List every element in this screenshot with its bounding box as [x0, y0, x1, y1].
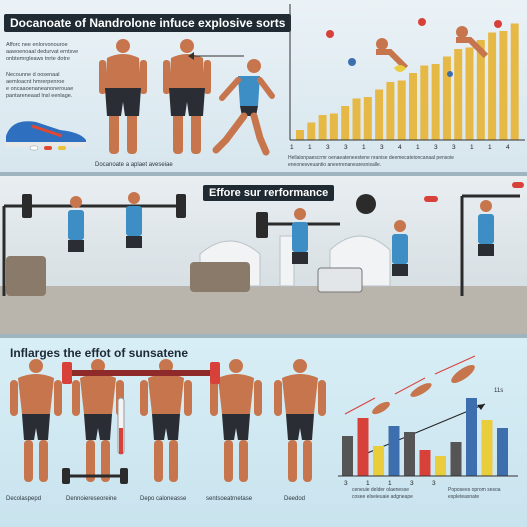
bar: [296, 130, 304, 140]
bar: [510, 23, 519, 140]
x-tick-label: 1: [366, 480, 370, 487]
bar: [342, 436, 353, 476]
muscular-figure: [140, 359, 192, 482]
panel1-caption: Docanoate a aplaet aveseiae: [95, 162, 173, 168]
x-tick-label: 3: [452, 144, 456, 151]
figure-label: Depo caloneasse: [140, 496, 187, 502]
bar: [476, 40, 485, 140]
figure-label: Decolaspepd: [6, 496, 42, 502]
bar: [420, 65, 429, 140]
figure-label: Deedod: [284, 496, 306, 502]
bar: [499, 31, 508, 140]
bar: [409, 73, 417, 140]
muscular-figure: [72, 359, 124, 482]
bar: [352, 98, 361, 140]
flying-figures-arrows: [344, 355, 486, 455]
x-tick-label: 3: [344, 480, 348, 487]
x-tick-label: 3: [432, 480, 436, 487]
x-tick-label: 1: [308, 144, 312, 151]
muscular-figure: [10, 359, 62, 482]
bar: [357, 418, 369, 476]
muscular-figure: [210, 359, 262, 482]
bar: [488, 32, 497, 140]
x-tick-label: 3: [410, 480, 414, 487]
bar: [386, 82, 395, 140]
x-tick-label: 1: [470, 144, 474, 151]
bar: [404, 432, 415, 476]
bar: [435, 456, 446, 476]
bar: [375, 89, 384, 140]
x-tick-label: 1: [416, 144, 420, 151]
muscular-figure: [274, 359, 326, 482]
bar: [419, 450, 431, 476]
arrow-left-icon: [188, 52, 244, 60]
muscular-figures-row: [10, 359, 326, 484]
x-tick-label: 1: [362, 144, 366, 151]
bar: [454, 49, 463, 140]
bar: [431, 64, 440, 140]
comparison-bar-chart: [338, 398, 518, 477]
panel2-title: Effore sur rerformance: [203, 185, 335, 201]
figure-label: sentsoeatrnetase: [206, 496, 253, 502]
bar: [329, 113, 338, 140]
figure-label: Dennoiereseoreine: [66, 496, 117, 502]
panel1-text-b: Necounne d oosenaal aemloacnt hmrerpenro…: [6, 72, 74, 99]
panel3-side-label: 11s: [494, 388, 504, 394]
bar: [442, 56, 451, 140]
x-tick-label: 3: [380, 144, 384, 151]
bar: [397, 80, 406, 140]
bar: [318, 115, 327, 140]
x-tick-label: 3: [434, 144, 438, 151]
bar: [388, 426, 400, 476]
bar: [466, 398, 477, 476]
gym-city-scene: [0, 182, 527, 334]
panel-synthesis: Inflarges the effot of sunsatene Decolas…: [0, 338, 527, 527]
panel3-chart-caption-right: Poposees oprom sesoa espleteasnate: [448, 487, 501, 500]
athlete-front-back-figures: [99, 39, 211, 154]
x-tick-label: 4: [398, 144, 402, 151]
bar: [497, 428, 508, 476]
panel1-text-a: Afforc nee enlorvonouroe aawoenoaal dedu…: [6, 42, 79, 62]
panel1-title: Docanoate of Nandrolone infuce explosive…: [4, 14, 292, 32]
panel-performance: Effore sur rerformance: [0, 176, 527, 334]
bar: [450, 442, 462, 476]
panel1-bottom-text: Hellalonpaescrmr oenaeateneestene nranis…: [288, 155, 454, 168]
bar: [481, 420, 493, 476]
x-tick-label: 3: [344, 144, 348, 151]
bar: [373, 446, 384, 476]
panel-explosive-sports: Docanoate of Nandrolone infuce explosive…: [0, 0, 527, 172]
bar: [307, 122, 316, 140]
bar: [341, 106, 350, 140]
x-tick-label: 4: [506, 144, 510, 151]
bar: [363, 97, 372, 140]
panel3-chart-caption: ceneuie delder olaenesse cosee elseieuai…: [352, 487, 413, 500]
x-tick-label: 1: [488, 144, 492, 151]
x-tick-label: 1: [388, 480, 392, 487]
explosive-growth-bar-chart: [289, 4, 525, 141]
divider: [0, 172, 527, 176]
x-tick-label: 1: [290, 144, 294, 151]
sneaker-icon: [6, 121, 86, 151]
divider: [0, 334, 527, 338]
running-athlete-figure: [212, 59, 275, 156]
x-tick-label: 3: [326, 144, 330, 151]
bar: [465, 47, 474, 140]
panel3-title: Inflarges the effot of sunsatene: [10, 346, 189, 360]
